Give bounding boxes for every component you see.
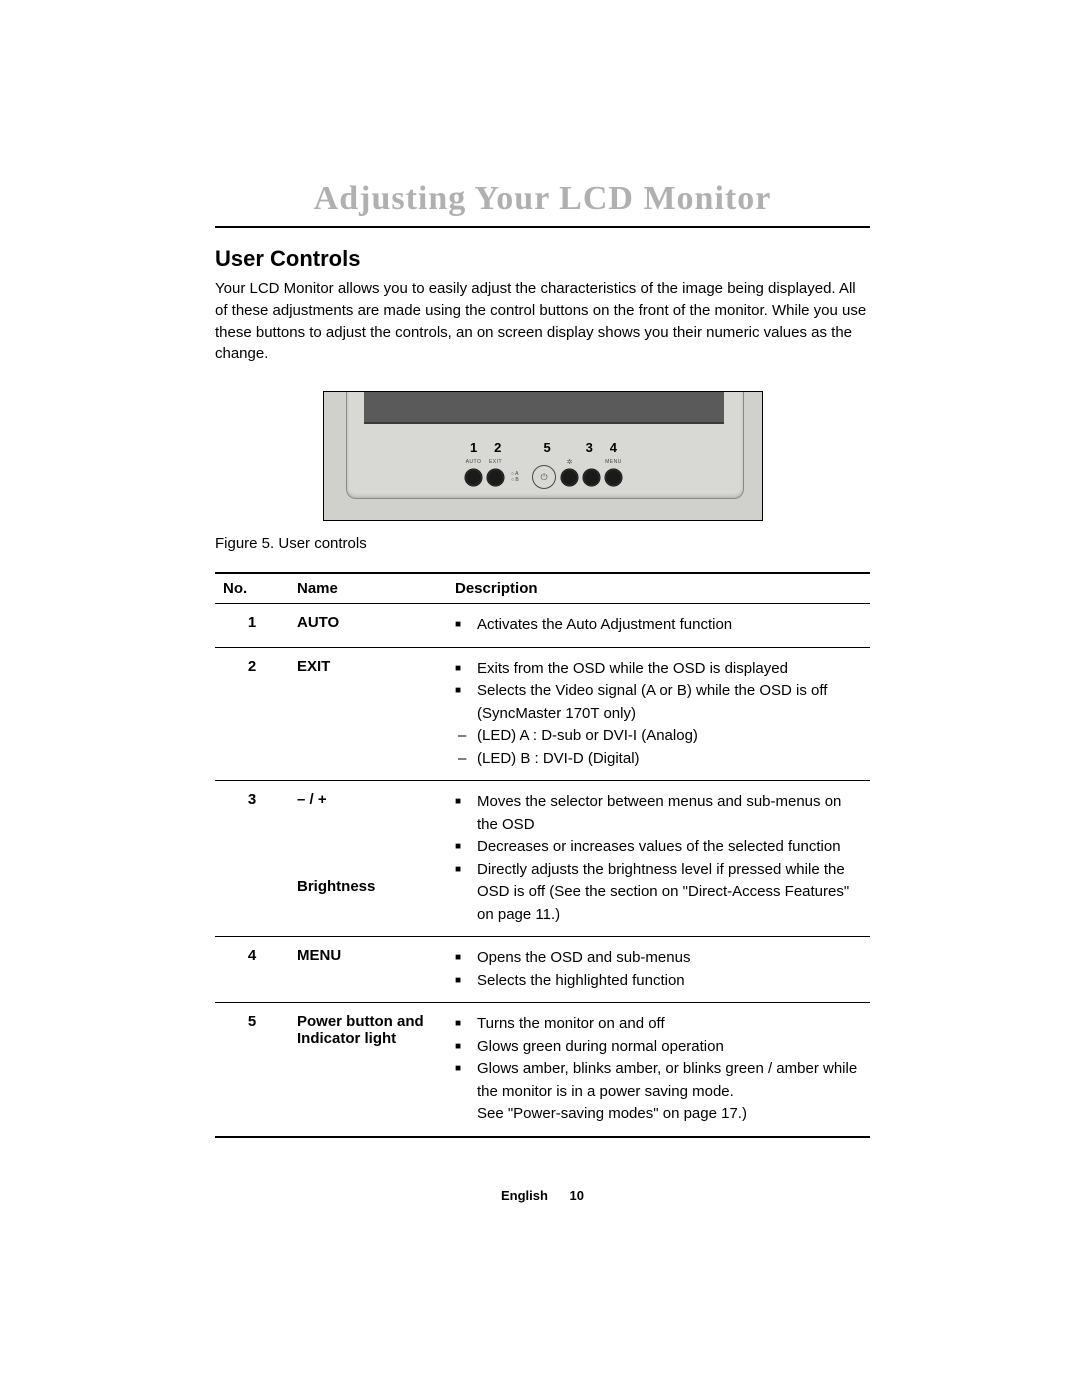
fig-num-4: 4 [610,440,617,455]
cell-no: 2 [215,647,289,781]
exit-label: EXIT [489,459,502,465]
controls-tbody: 1AUTO Activates the Auto Adjustment funct… [215,604,870,1137]
plus-button-graphic [583,469,600,486]
figure-caption: Figure 5. User controls [215,535,870,552]
th-desc: Description [447,573,870,604]
intro-paragraph: Your LCD Monitor allows you to easily ad… [215,278,870,365]
figure-button-row: AUTO EXIT ○ A ○ B ⏻ ✲ MENU [324,465,763,489]
fig-num-2: 2 [494,440,501,455]
cell-name: Power button and Indicator light [289,1003,447,1137]
cell-no: 4 [215,937,289,1003]
fig-num-5: 5 [543,440,550,455]
desc-item: (LED) B : DVI-D (Digital) [455,748,862,771]
cell-desc: Moves the selector between menus and sub… [447,781,870,937]
auto-label: AUTO [466,459,482,465]
table-row: 2EXIT Exits from the OSD while the OSD is… [215,647,870,781]
cell-desc: Turns the monitor on and offGlows green … [447,1003,870,1137]
desc-item: Decreases or increases values of the sel… [455,836,862,859]
table-row: 3– / +BrightnessMoves the selector betwe… [215,781,870,937]
desc-item: Directly adjusts the brightness level if… [455,859,862,927]
figure-user-controls: 1 2 5 3 4 AUTO EXIT ○ A ○ B ⏻ ✲ MENU [323,391,763,521]
auto-button-graphic: AUTO [465,469,482,486]
cell-name: EXIT [289,647,447,781]
desc-item: Selects the highlighted function [455,970,862,993]
desc-item: Turns the monitor on and off [455,1013,862,1036]
cell-name: AUTO [289,604,447,648]
section-title: User Controls [215,246,870,272]
title-rule [215,226,870,228]
footer-lang: English [501,1188,548,1203]
ab-leds: ○ A ○ B [509,471,527,483]
brightness-icon: ✲ [567,458,573,466]
figure-number-row: 1 2 5 3 4 [324,440,763,455]
menu-label: MENU [605,459,622,465]
cell-no: 1 [215,604,289,648]
cell-name: – / +Brightness [289,781,447,937]
page-footer: English 10 [215,1188,870,1203]
desc-item: Activates the Auto Adjustment function [455,614,862,637]
fig-num-1: 1 [470,440,477,455]
fig-num-3: 3 [586,440,593,455]
power-button-graphic: ⏻ [532,465,556,489]
power-icon: ⏻ [540,472,547,483]
desc-item: Glows green during normal operation [455,1036,862,1059]
desc-item: (LED) A : D-sub or DVI-I (Analog) [455,725,862,748]
desc-note: See "Power-saving modes" on page 17.) [455,1103,862,1126]
th-no: No. [215,573,289,604]
cell-desc: Activates the Auto Adjustment function [447,604,870,648]
cell-desc: Exits from the OSD while the OSD is disp… [447,647,870,781]
table-row: 5Power button and Indicator lightTurns t… [215,1003,870,1137]
footer-page: 10 [570,1188,584,1203]
led-b: ○ B [511,477,525,483]
desc-item: Exits from the OSD while the OSD is disp… [455,658,862,681]
table-row: 4MENUOpens the OSD and sub-menusSelects … [215,937,870,1003]
desc-item: Opens the OSD and sub-menus [455,947,862,970]
cell-no: 3 [215,781,289,937]
cell-no: 5 [215,1003,289,1137]
desc-item: Glows amber, blinks amber, or blinks gre… [455,1058,862,1103]
desc-item: Moves the selector between menus and sub… [455,791,862,836]
minus-button-graphic: ✲ [561,469,578,486]
menu-button-graphic: MENU [605,469,622,486]
table-row: 1AUTO Activates the Auto Adjustment funct… [215,604,870,648]
cell-name: MENU [289,937,447,1003]
th-name: Name [289,573,447,604]
exit-button-graphic: EXIT [487,469,504,486]
controls-table: No. Name Description 1AUTO Activates the … [215,572,870,1138]
cell-desc: Opens the OSD and sub-menusSelects the h… [447,937,870,1003]
monitor-screen [364,392,724,424]
page-title: Adjusting Your LCD Monitor [215,180,870,218]
desc-item: Selects the Video signal (A or B) while … [455,680,862,725]
